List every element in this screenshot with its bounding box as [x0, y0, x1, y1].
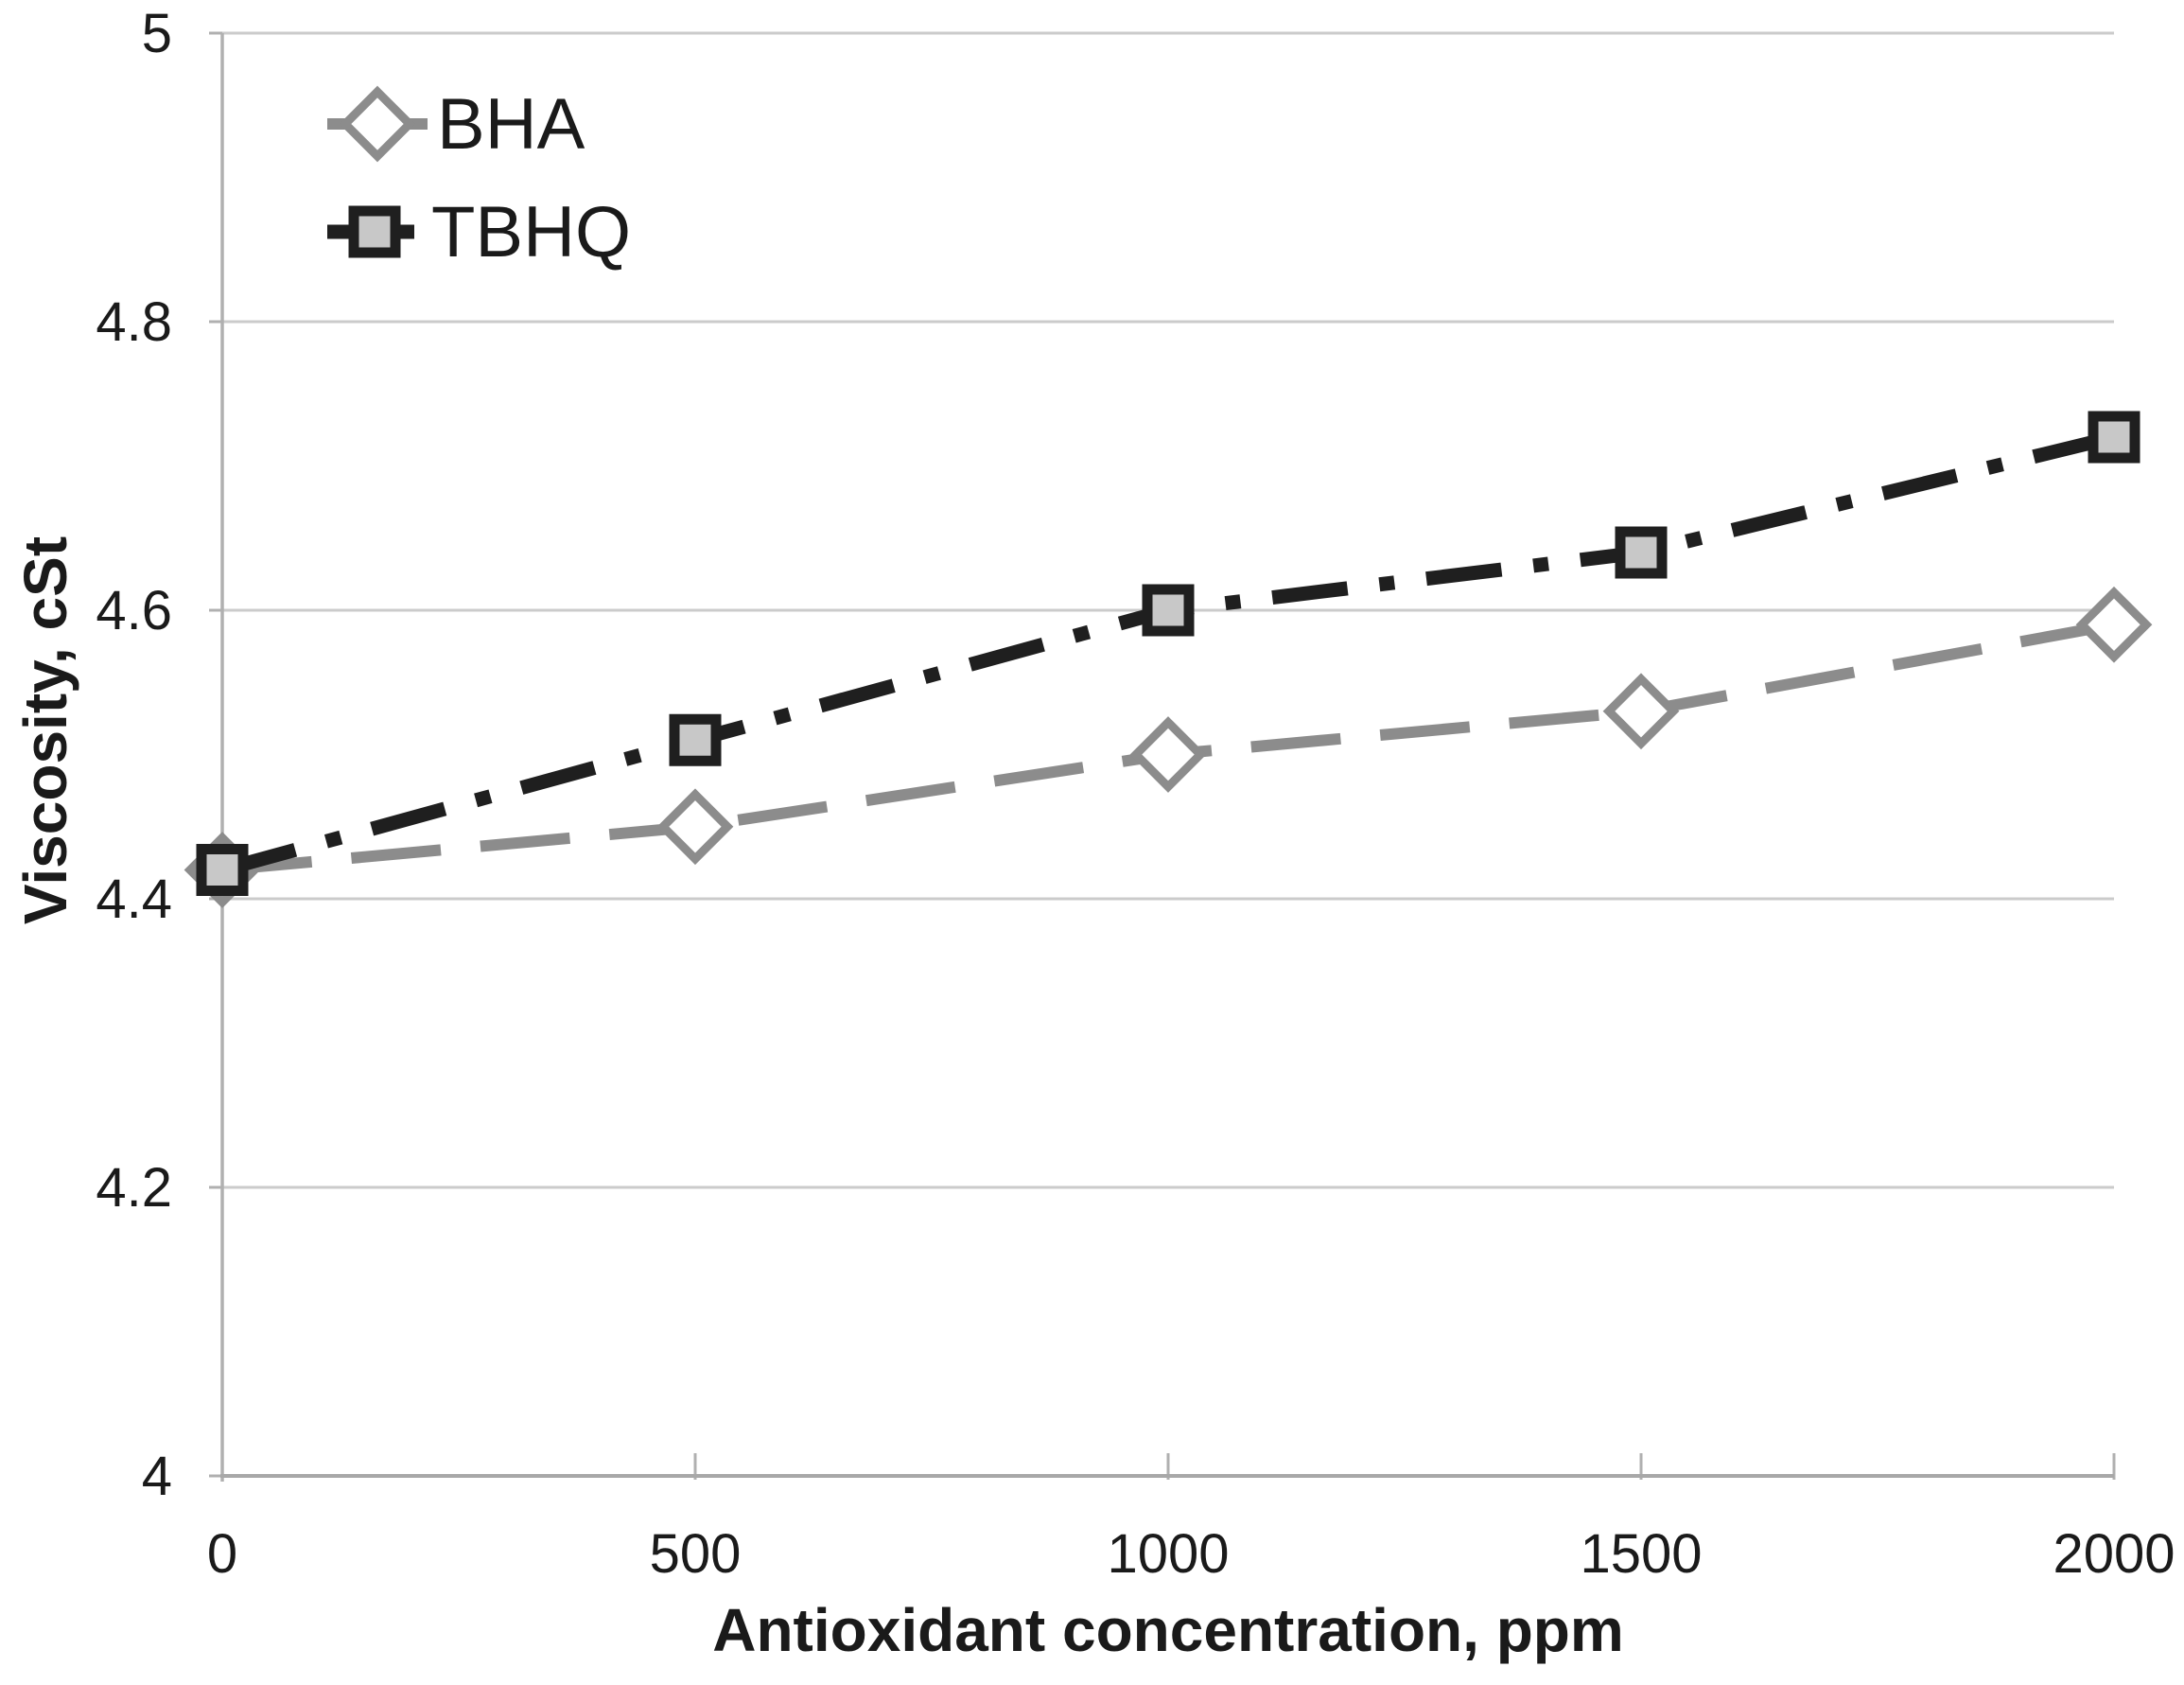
x-tick-label: 0 — [207, 1523, 237, 1585]
legend-square-icon — [348, 205, 401, 258]
x-tick-label: 1500 — [1580, 1523, 1702, 1585]
bha-marker — [656, 788, 734, 866]
legend-label-tbhq: TBHQ — [431, 192, 631, 272]
bha-marker — [1602, 673, 1680, 750]
tbhq-marker — [2088, 411, 2140, 464]
y-axis-title: Viscosity, cSt — [11, 536, 79, 924]
tbhq-marker — [196, 844, 249, 896]
x-axis-title: Antioxidant concentration, ppm — [712, 1596, 1624, 1664]
tbhq-marker — [1142, 584, 1195, 637]
legend-diamond-icon — [339, 85, 416, 163]
labels-layer: Antioxidant concentration, ppm Viscosity… — [11, 84, 1624, 1664]
tbhq-marker — [1615, 526, 1668, 579]
y-tick-label: 4 — [142, 1446, 172, 1507]
y-tick-label: 5 — [142, 3, 172, 64]
y-tick-label: 4.8 — [96, 291, 172, 353]
legend-label-bha: BHA — [437, 84, 585, 165]
bha-marker — [2075, 586, 2153, 663]
y-tick-label: 4.6 — [96, 580, 172, 641]
tbhq-marker — [669, 713, 722, 766]
y-tick-label: 4.4 — [96, 869, 172, 930]
x-tick-label: 1000 — [1107, 1523, 1229, 1585]
tbhq-series-line — [220, 430, 2116, 877]
x-tick-label: 2000 — [2053, 1523, 2175, 1585]
bha-marker — [1129, 716, 1207, 793]
y-tick-label: 4.2 — [96, 1157, 172, 1219]
x-tick-label: 500 — [650, 1523, 742, 1585]
